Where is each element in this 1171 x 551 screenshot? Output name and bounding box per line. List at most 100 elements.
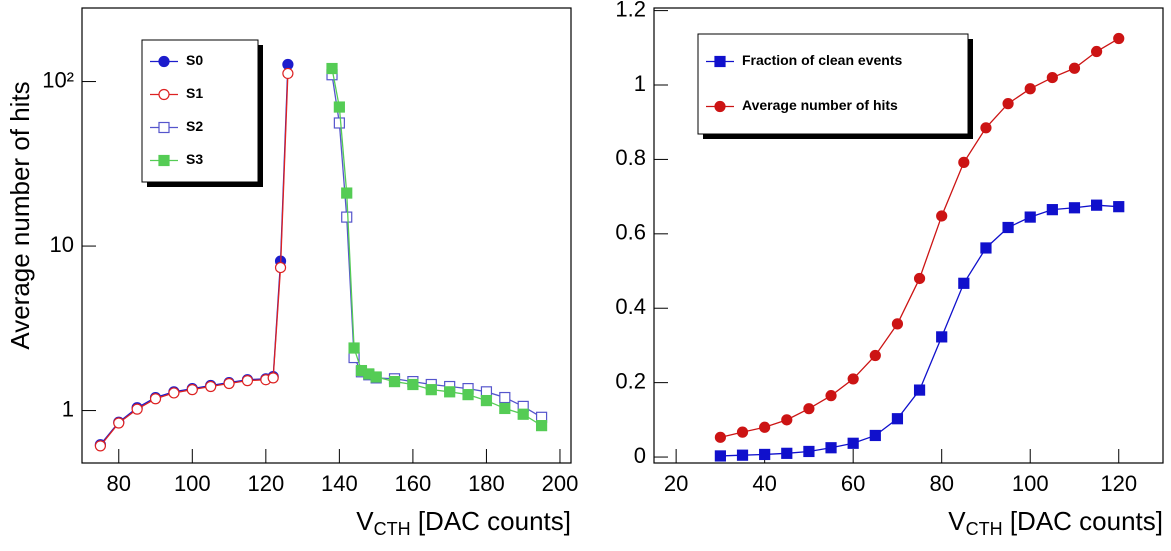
y-tick-label: 1.2 — [615, 0, 646, 21]
marker — [1068, 62, 1081, 74]
marker — [407, 378, 419, 391]
y-tick-label: 0.8 — [615, 145, 646, 170]
marker — [205, 380, 217, 393]
x-tick-label: 80 — [107, 471, 131, 496]
marker — [936, 210, 948, 222]
marker — [388, 375, 401, 388]
marker — [444, 386, 456, 398]
marker — [1024, 83, 1036, 95]
x-tick-label: 180 — [468, 471, 505, 496]
marker — [1068, 202, 1081, 214]
marker — [425, 384, 437, 396]
x-tick-label: 200 — [542, 471, 579, 496]
plot-frame — [81, 7, 572, 464]
marker — [1113, 32, 1125, 45]
marker — [462, 389, 474, 401]
series-line — [331, 74, 542, 418]
legend-label: S0 — [186, 52, 203, 68]
marker — [499, 391, 511, 404]
marker — [825, 442, 837, 454]
marker — [891, 318, 904, 330]
marker — [1091, 199, 1103, 211]
marker — [891, 413, 904, 425]
marker — [847, 373, 859, 385]
marker — [499, 402, 511, 415]
x-axis-title-part: [DAC counts] — [411, 506, 571, 536]
marker — [267, 372, 279, 384]
marker — [913, 272, 926, 285]
marker — [714, 431, 726, 443]
y-tick-label: 1 — [62, 396, 74, 421]
marker — [1024, 211, 1036, 223]
y-axis-title: Average number of hits — [5, 81, 35, 349]
y-tick-label: 0.2 — [615, 368, 646, 393]
marker — [958, 277, 970, 289]
marker — [186, 384, 198, 396]
marker — [274, 261, 287, 274]
x-tick-label: 160 — [395, 471, 432, 496]
marker — [241, 375, 254, 387]
marker — [869, 429, 881, 442]
x-tick-label: 100 — [174, 471, 211, 496]
marker — [980, 122, 992, 134]
x-axis-title-part: V — [948, 506, 966, 536]
marker — [781, 447, 793, 459]
marker — [348, 342, 360, 354]
x-axis-title-part: V — [356, 506, 374, 536]
x-axis-title-sub: CTH — [966, 519, 1003, 539]
x-tick-label: 140 — [321, 471, 358, 496]
marker — [282, 67, 294, 80]
x-axis-title: VCTH [DAC counts] — [356, 506, 571, 539]
legend-marker — [158, 154, 170, 167]
legend-marker — [158, 55, 170, 68]
x-tick-label: 20 — [664, 471, 688, 496]
marker — [1091, 45, 1103, 58]
marker — [1046, 71, 1058, 84]
marker — [535, 420, 548, 432]
marker — [341, 187, 353, 199]
marker — [168, 387, 180, 399]
marker — [517, 408, 529, 420]
marker — [847, 437, 859, 449]
marker — [759, 421, 771, 433]
plot-frame — [653, 7, 1164, 464]
marker — [94, 440, 106, 452]
marker — [736, 449, 749, 461]
x-axis-title-part: [DAC counts] — [1003, 506, 1163, 536]
legend-marker — [158, 121, 170, 134]
x-tick-label: 120 — [1100, 471, 1137, 496]
x-axis-title: VCTH [DAC counts] — [948, 506, 1163, 539]
x-tick-label: 40 — [752, 471, 776, 496]
legend-label: Fraction of clean events — [742, 52, 902, 68]
marker — [1113, 201, 1125, 213]
marker — [223, 377, 235, 390]
marker — [759, 448, 771, 461]
marker — [131, 403, 143, 415]
legend-marker — [714, 100, 726, 113]
marker — [480, 394, 493, 407]
legend-label: S1 — [186, 85, 203, 101]
marker — [333, 117, 345, 129]
marker — [736, 426, 749, 438]
marker — [825, 390, 837, 402]
marker — [1002, 98, 1014, 110]
x-tick-label: 60 — [841, 471, 865, 496]
marker — [803, 445, 815, 458]
marker — [113, 417, 125, 429]
y-tick-label: 10 — [50, 232, 74, 257]
y-tick-label: 1 — [634, 71, 646, 96]
legend-label: S2 — [186, 118, 203, 134]
legend-label: S3 — [186, 151, 203, 167]
y-tick-label: 0.6 — [615, 220, 646, 245]
marker — [803, 403, 815, 415]
marker — [958, 156, 970, 168]
marker — [869, 349, 881, 362]
marker — [980, 242, 992, 254]
legend-marker — [158, 88, 170, 101]
marker — [341, 211, 353, 223]
marker — [781, 414, 793, 426]
series-line — [720, 204, 1119, 457]
marker — [714, 450, 726, 462]
x-tick-label: 120 — [247, 471, 284, 496]
